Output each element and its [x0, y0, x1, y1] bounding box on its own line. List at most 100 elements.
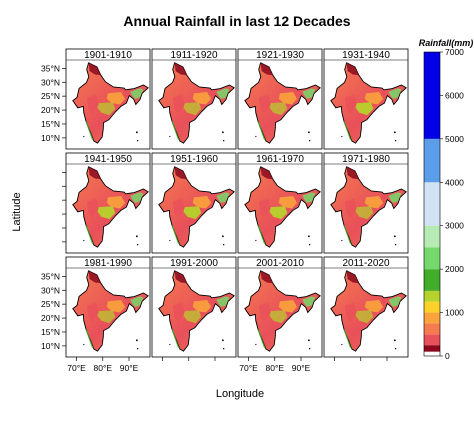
panel-label: 1981-1990	[84, 258, 132, 269]
andaman-islands	[393, 235, 396, 238]
legend: Rainfall(mm) 0 1000 2000 3000 4000 5000 6000 70…	[419, 38, 474, 361]
panel-2011-2020: 2011-2020	[323, 256, 409, 358]
legend-tick-label: 3000	[445, 221, 464, 231]
moderate-rainfall-zone	[278, 300, 298, 313]
nicobar-islands	[222, 243, 225, 246]
northeast-wet-zone	[216, 192, 230, 203]
nicobar-islands	[394, 243, 397, 246]
panel-label: 1961-1970	[256, 154, 304, 165]
legend-bin	[424, 138, 440, 183]
andaman-islands	[221, 131, 224, 134]
panels-layer: 1901-1910 1911-1920 1921-1930 1931-1940 1941…	[65, 48, 409, 358]
panel-label: 1941-1950	[84, 154, 132, 165]
low-rainfall-zone	[87, 302, 99, 323]
lakshadweep-islands	[341, 239, 343, 242]
himalaya-dry-zone	[260, 270, 273, 284]
nicobar-islands	[222, 347, 225, 350]
high-rainfall-zone	[269, 206, 288, 220]
northeast-wet-zone	[216, 88, 230, 99]
west-coast-wet-zone	[85, 329, 94, 349]
northeast-wet-zone	[388, 88, 402, 99]
nicobar-islands	[308, 139, 311, 142]
chart-title: Annual Rainfall in last 12 Decades	[123, 13, 350, 29]
andaman-islands	[135, 235, 138, 238]
low-rainfall-zone	[173, 302, 185, 323]
panel-1901-1910: 1901-1910	[65, 48, 151, 150]
low-rainfall-zone	[87, 198, 99, 219]
legend-bin	[424, 269, 440, 291]
panel-label: 2011-2020	[342, 258, 390, 269]
high-rainfall-zone	[183, 206, 202, 220]
legend-tick-label: 2000	[445, 264, 464, 274]
legend-tick-label: 4000	[445, 177, 464, 187]
low-rainfall-zone	[173, 198, 185, 219]
nicobar-islands	[394, 347, 397, 350]
legend-bin	[424, 323, 440, 335]
moderate-rainfall-zone	[106, 196, 126, 209]
himalaya-dry-zone	[346, 166, 359, 180]
lakshadweep-islands	[169, 343, 171, 346]
y-axis-label: Latitude	[11, 192, 23, 231]
himalaya-dry-zone	[346, 62, 359, 76]
y-tick-label: 10°N	[41, 341, 60, 351]
moderate-rainfall-zone	[364, 92, 384, 105]
high-rainfall-zone	[355, 206, 374, 220]
x-axis-label: Longitude	[216, 388, 264, 400]
high-rainfall-zone	[355, 310, 374, 324]
panel-1971-1980: 1971-1980	[323, 152, 409, 254]
andaman-islands	[221, 235, 224, 238]
moderate-rainfall-zone	[192, 92, 212, 105]
high-rainfall-zone	[269, 102, 288, 116]
west-coast-wet-zone	[343, 225, 352, 245]
west-coast-wet-zone	[343, 121, 352, 141]
west-coast-wet-zone	[171, 329, 180, 349]
panel-2001-2010: 2001-2010	[237, 256, 323, 358]
axes-layer: 35°N 35°N 30°N 30°N 25°N 25°N 20°N 20°N 15°N 15°N…	[41, 63, 388, 373]
y-tick-label: 35°N	[41, 271, 60, 281]
moderate-rainfall-zone	[106, 92, 126, 105]
himalaya-dry-zone	[346, 270, 359, 284]
nicobar-islands	[394, 139, 397, 142]
legend-bin	[424, 225, 440, 248]
low-rainfall-zone	[345, 94, 357, 115]
northeast-wet-zone	[130, 192, 144, 203]
panel-1921-1930: 1921-1930	[237, 48, 323, 150]
andaman-islands	[307, 235, 310, 238]
low-rainfall-zone	[87, 94, 99, 115]
lakshadweep-islands	[341, 343, 343, 346]
y-tick-label: 30°N	[41, 285, 60, 295]
west-coast-wet-zone	[257, 329, 266, 349]
nicobar-islands	[222, 139, 225, 142]
x-tick-label: 80°E	[93, 363, 112, 373]
panel-1931-1940: 1931-1940	[323, 48, 409, 150]
andaman-islands	[135, 339, 138, 342]
andaman-islands	[135, 131, 138, 134]
y-tick-label: 15°N	[41, 119, 60, 129]
panel-1981-1990: 1981-1990	[65, 256, 151, 358]
northeast-wet-zone	[302, 296, 316, 307]
high-rainfall-zone	[183, 310, 202, 324]
x-tick-label: 90°E	[120, 363, 139, 373]
panel-label: 1901-1910	[84, 50, 132, 61]
northeast-wet-zone	[130, 296, 144, 307]
low-rainfall-zone	[345, 302, 357, 323]
west-coast-wet-zone	[257, 225, 266, 245]
legend-bin	[424, 334, 440, 346]
low-rainfall-zone	[259, 94, 271, 115]
legend-tick-label: 7000	[445, 47, 464, 57]
west-coast-wet-zone	[257, 121, 266, 141]
panel-label: 1921-1930	[256, 50, 304, 61]
nicobar-islands	[136, 347, 139, 350]
low-rainfall-zone	[259, 302, 271, 323]
nicobar-islands	[308, 347, 311, 350]
panel-label: 1951-1960	[170, 154, 218, 165]
himalaya-dry-zone	[260, 62, 273, 76]
panel-label: 1911-1920	[170, 50, 218, 61]
himalaya-dry-zone	[174, 62, 187, 76]
himalaya-dry-zone	[88, 270, 101, 284]
moderate-rainfall-zone	[192, 300, 212, 313]
northeast-wet-zone	[130, 88, 144, 99]
low-rainfall-zone	[259, 198, 271, 219]
west-coast-wet-zone	[171, 121, 180, 141]
